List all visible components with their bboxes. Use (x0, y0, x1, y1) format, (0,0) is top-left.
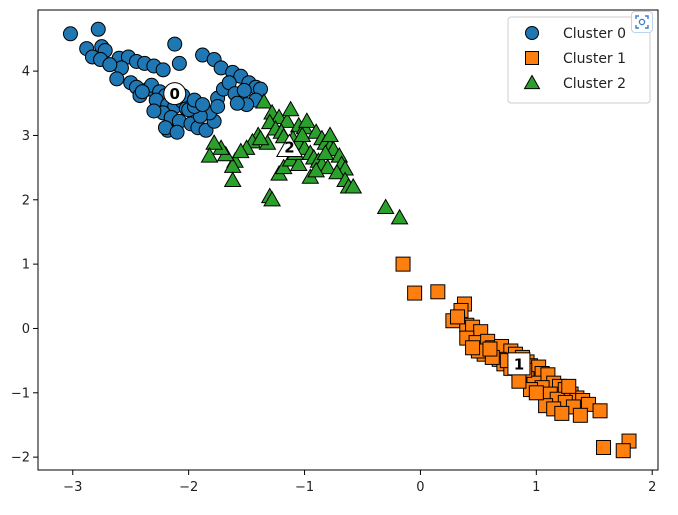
data-point (554, 405, 570, 421)
data-point (251, 129, 270, 146)
legend-marker (525, 26, 539, 40)
x-tick-label: −2 (179, 480, 198, 495)
cluster-center-marker (163, 82, 187, 106)
legend-entry: Cluster 2 (523, 74, 626, 92)
cluster-center-marker (275, 133, 303, 158)
legend-marker (523, 74, 541, 90)
axes-layer: −3 −2 −1 0 1 2 −2 −1 0 1 2 3 4 (11, 9, 659, 495)
x-tick-label: 1 (532, 480, 540, 495)
legend-box (507, 16, 651, 104)
data-point (229, 95, 245, 111)
cluster-center-label: 0 (170, 85, 180, 103)
data-point (134, 84, 150, 100)
data-point (205, 134, 224, 150)
x-tick-label: 2 (648, 480, 656, 495)
data-point (210, 99, 226, 115)
data-point (90, 21, 106, 37)
data-point (278, 112, 297, 128)
cluster-center-marker (507, 352, 531, 376)
data-point (169, 124, 185, 140)
data-point (255, 92, 273, 109)
data-point (318, 158, 337, 175)
data-point (450, 309, 466, 325)
cluster-center-label: 1 (514, 355, 524, 373)
cluster-center: 0 (163, 82, 187, 106)
data-point (293, 126, 312, 142)
x-tick-label: 0 (416, 480, 424, 495)
data-point (390, 208, 409, 225)
data-point (321, 126, 339, 142)
series-0 (62, 21, 269, 140)
y-tick-label: 1 (22, 258, 30, 273)
data-point (62, 26, 78, 42)
series-2 (200, 92, 409, 225)
data-point (231, 142, 250, 159)
expand-icon[interactable] (631, 11, 653, 33)
data-point (236, 82, 252, 98)
data-point (200, 146, 219, 163)
x-tick-label: −1 (295, 480, 314, 495)
data-point (297, 112, 316, 128)
data-point (561, 378, 577, 394)
data-point (482, 341, 498, 357)
y-tick-label: 3 (22, 129, 30, 144)
data-point (592, 403, 608, 419)
data-point (263, 190, 282, 207)
data-point (167, 36, 183, 52)
data-point (316, 144, 335, 161)
data-point (596, 439, 612, 455)
data-point (511, 373, 527, 389)
data-point (328, 163, 346, 180)
legend-entry: Cluster 1 (525, 51, 626, 67)
data-point (146, 103, 162, 119)
data-point (102, 57, 118, 73)
legend-entry: Cluster 0 (525, 26, 626, 42)
y-tick-label: 0 (22, 322, 30, 337)
x-tick-label: −3 (63, 480, 82, 495)
y-tick-label: −1 (11, 386, 30, 401)
data-point (344, 177, 363, 194)
cluster-center-label: 2 (284, 139, 294, 157)
data-point (465, 340, 481, 356)
data-point (430, 284, 446, 300)
data-point (289, 155, 308, 171)
data-point (155, 62, 171, 78)
y-tick-label: 4 (22, 65, 30, 80)
data-point (171, 55, 187, 71)
data-point (109, 71, 125, 87)
data-point (528, 385, 544, 401)
cluster-center: 2 (275, 133, 303, 158)
data-point (407, 285, 423, 301)
data-point (376, 198, 395, 215)
data-point (307, 161, 326, 178)
y-tick-label: −2 (11, 451, 30, 466)
data-point (615, 443, 631, 459)
y-tick-label: 2 (22, 193, 30, 208)
data-point (572, 407, 588, 423)
plot-frame (37, 9, 659, 471)
legend: Cluster 0 Cluster 1 Cluster 2 (507, 16, 651, 104)
centers-layer: 0 1 2 (163, 82, 531, 376)
data-point (395, 256, 411, 272)
data-point (274, 158, 293, 175)
cluster-center: 1 (507, 352, 531, 376)
expand-icon-glyph (635, 15, 649, 29)
legend-label: Cluster 1 (563, 51, 626, 67)
data-point (281, 100, 300, 117)
legend-label: Cluster 0 (563, 26, 626, 42)
data-point (223, 171, 242, 188)
legend-label: Cluster 2 (563, 76, 626, 92)
legend-marker (525, 51, 539, 65)
data-point (195, 97, 211, 113)
